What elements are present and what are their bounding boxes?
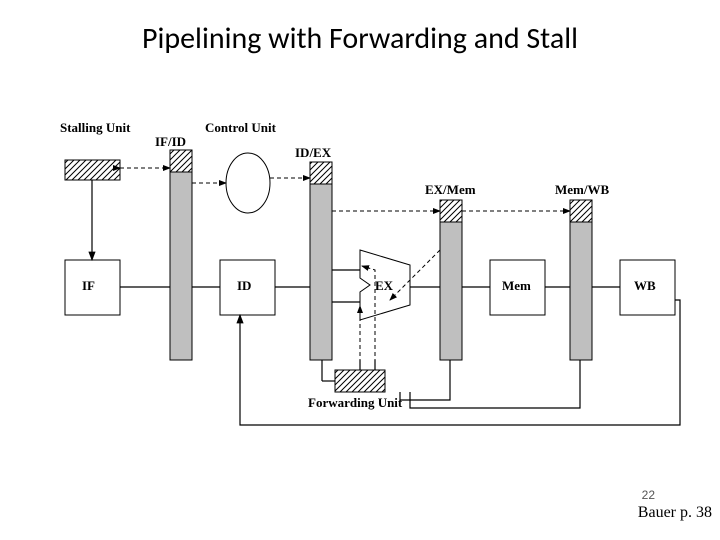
stalling-unit-label: Stalling Unit — [60, 120, 130, 136]
pipeline-diagram: Stalling Unit Control Unit IF/ID ID/EX E… — [30, 90, 690, 470]
mem-wb-reg — [570, 200, 592, 360]
id-ex-label: ID/EX — [295, 145, 331, 161]
slide-number: 22 — [642, 488, 655, 502]
page-title: Pipelining with Forwarding and Stall — [0, 20, 720, 57]
stall-unit-box — [65, 160, 120, 180]
ex-mem-reg — [440, 200, 462, 360]
control-unit-ellipse — [226, 153, 270, 213]
ex-mem-label: EX/Mem — [425, 182, 476, 198]
ex-label: EX — [375, 278, 393, 294]
id-ex-reg — [310, 162, 332, 360]
id-label: ID — [237, 278, 251, 294]
mem-wb-label: Mem/WB — [555, 182, 609, 198]
if-id-label: IF/ID — [155, 134, 186, 150]
if-id-reg — [170, 150, 192, 360]
control-unit-label: Control Unit — [205, 120, 276, 136]
wb-label: WB — [634, 278, 656, 294]
fwd-unit-label: Forwarding Unit — [308, 395, 402, 411]
fwd-box — [335, 370, 385, 392]
footer-text: Bauer p. 38 — [638, 504, 712, 522]
if-label: IF — [82, 278, 95, 294]
mem-label: Mem — [502, 278, 531, 294]
